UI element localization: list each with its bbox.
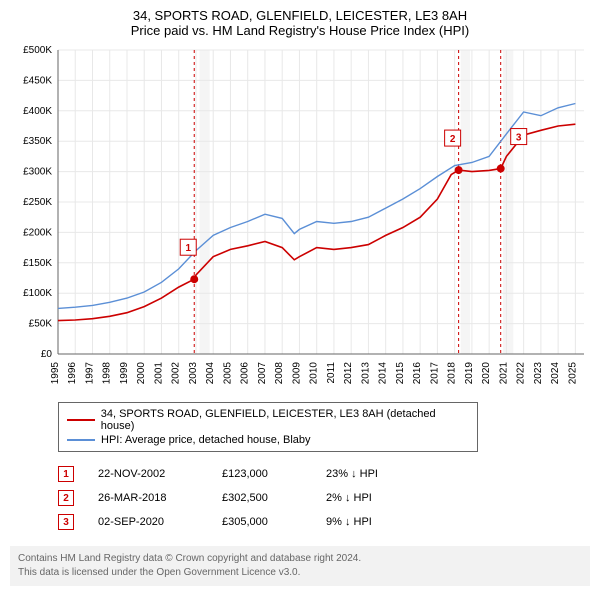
sale-price: £305,000 [222, 516, 302, 528]
sale-row: 1 22-NOV-2002 £123,000 23% ↓ HPI [58, 462, 590, 486]
legend-item-hpi: HPI: Average price, detached house, Blab… [67, 433, 469, 447]
svg-text:2002: 2002 [171, 362, 182, 385]
svg-text:2025: 2025 [567, 362, 578, 385]
svg-text:2001: 2001 [153, 362, 164, 385]
svg-text:£0: £0 [41, 349, 53, 360]
svg-text:2015: 2015 [395, 362, 406, 385]
chart-subtitle: Price paid vs. HM Land Registry's House … [10, 23, 590, 38]
svg-text:1996: 1996 [67, 362, 78, 385]
attribution-line: This data is licensed under the Open Gov… [18, 566, 582, 580]
svg-text:2006: 2006 [240, 362, 251, 385]
sale-price: £302,500 [222, 492, 302, 504]
sale-hpi-diff: 2% ↓ HPI [326, 492, 416, 504]
attribution-line: Contains HM Land Registry data © Crown c… [18, 552, 582, 566]
svg-text:£250K: £250K [23, 197, 52, 208]
svg-text:2020: 2020 [481, 362, 492, 385]
sale-hpi-diff: 23% ↓ HPI [326, 468, 416, 480]
svg-text:2008: 2008 [274, 362, 285, 385]
svg-text:£100K: £100K [23, 288, 52, 299]
svg-text:2014: 2014 [378, 362, 389, 385]
svg-text:2003: 2003 [188, 362, 199, 385]
svg-text:2007: 2007 [257, 362, 268, 385]
sale-marker-icon: 3 [58, 514, 74, 530]
svg-text:£300K: £300K [23, 167, 52, 178]
sale-marker-icon: 2 [58, 490, 74, 506]
svg-text:2021: 2021 [498, 362, 509, 385]
svg-text:2013: 2013 [360, 362, 371, 385]
svg-text:2: 2 [450, 134, 456, 145]
svg-text:2016: 2016 [412, 362, 423, 385]
sales-table: 1 22-NOV-2002 £123,000 23% ↓ HPI 2 26-MA… [58, 462, 590, 534]
svg-text:1999: 1999 [119, 362, 130, 385]
chart-title: 34, SPORTS ROAD, GLENFIELD, LEICESTER, L… [10, 8, 590, 23]
svg-text:2012: 2012 [343, 362, 354, 385]
legend-swatch-property [67, 419, 95, 421]
sale-date: 22-NOV-2002 [98, 468, 198, 480]
sale-date: 26-MAR-2018 [98, 492, 198, 504]
svg-text:2023: 2023 [533, 362, 544, 385]
legend-swatch-hpi [67, 439, 95, 441]
chart-title-block: 34, SPORTS ROAD, GLENFIELD, LEICESTER, L… [10, 8, 590, 38]
svg-text:2000: 2000 [136, 362, 147, 385]
svg-text:£350K: £350K [23, 136, 52, 147]
legend-label-hpi: HPI: Average price, detached house, Blab… [101, 434, 311, 446]
svg-text:2019: 2019 [464, 362, 475, 385]
svg-text:2010: 2010 [309, 362, 320, 385]
svg-text:2018: 2018 [447, 362, 458, 385]
sale-hpi-diff: 9% ↓ HPI [326, 516, 416, 528]
sale-row: 2 26-MAR-2018 £302,500 2% ↓ HPI [58, 486, 590, 510]
sale-price: £123,000 [222, 468, 302, 480]
svg-text:£50K: £50K [29, 319, 53, 330]
svg-text:1: 1 [185, 243, 191, 254]
svg-text:£450K: £450K [23, 75, 52, 86]
svg-text:1995: 1995 [50, 362, 61, 385]
svg-text:£500K: £500K [23, 45, 52, 56]
legend-item-property: 34, SPORTS ROAD, GLENFIELD, LEICESTER, L… [67, 407, 469, 433]
svg-text:2024: 2024 [550, 362, 561, 385]
svg-text:£200K: £200K [23, 227, 52, 238]
sale-date: 02-SEP-2020 [98, 516, 198, 528]
svg-text:2017: 2017 [429, 362, 440, 385]
svg-text:1998: 1998 [102, 362, 113, 385]
svg-text:£400K: £400K [23, 106, 52, 117]
svg-text:£150K: £150K [23, 258, 52, 269]
svg-text:2004: 2004 [205, 362, 216, 385]
svg-text:3: 3 [516, 133, 522, 144]
price-chart: £0 £50K £100K £150K £200K £250K £300K £350K £400… [10, 44, 590, 394]
legend-label-property: 34, SPORTS ROAD, GLENFIELD, LEICESTER, L… [101, 408, 469, 432]
svg-text:2005: 2005 [222, 362, 233, 385]
svg-text:2009: 2009 [291, 362, 302, 385]
attribution: Contains HM Land Registry data © Crown c… [10, 546, 590, 586]
sale-row: 3 02-SEP-2020 £305,000 9% ↓ HPI [58, 510, 590, 534]
svg-text:1997: 1997 [84, 362, 95, 385]
svg-text:2011: 2011 [326, 362, 337, 384]
sale-marker-icon: 1 [58, 466, 74, 482]
svg-text:2022: 2022 [516, 362, 527, 385]
legend: 34, SPORTS ROAD, GLENFIELD, LEICESTER, L… [58, 402, 478, 452]
